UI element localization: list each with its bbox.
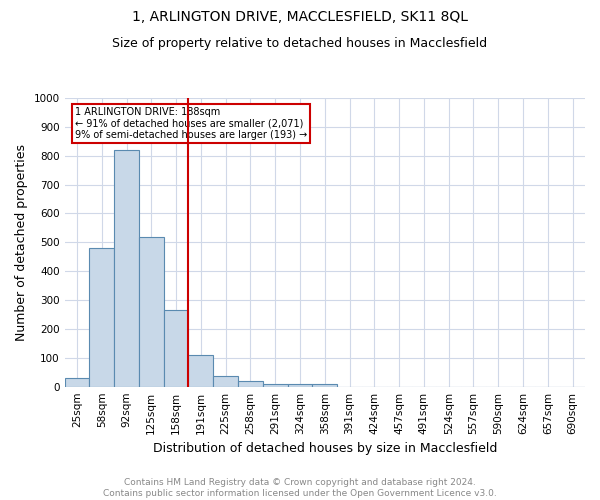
Text: Contains HM Land Registry data © Crown copyright and database right 2024.
Contai: Contains HM Land Registry data © Crown c… <box>103 478 497 498</box>
Bar <box>139 236 164 386</box>
Bar <box>65 378 89 386</box>
Bar <box>287 384 313 386</box>
Bar <box>164 310 188 386</box>
Bar <box>188 355 213 386</box>
Text: 1, ARLINGTON DRIVE, MACCLESFIELD, SK11 8QL: 1, ARLINGTON DRIVE, MACCLESFIELD, SK11 8… <box>132 10 468 24</box>
Bar <box>238 381 263 386</box>
X-axis label: Distribution of detached houses by size in Macclesfield: Distribution of detached houses by size … <box>152 442 497 455</box>
Text: 1 ARLINGTON DRIVE: 188sqm
← 91% of detached houses are smaller (2,071)
9% of sem: 1 ARLINGTON DRIVE: 188sqm ← 91% of detac… <box>75 106 307 140</box>
Bar <box>89 248 114 386</box>
Bar <box>114 150 139 386</box>
Bar <box>263 384 287 386</box>
Y-axis label: Number of detached properties: Number of detached properties <box>15 144 28 341</box>
Text: Size of property relative to detached houses in Macclesfield: Size of property relative to detached ho… <box>112 38 488 51</box>
Bar <box>313 384 337 386</box>
Bar <box>213 376 238 386</box>
